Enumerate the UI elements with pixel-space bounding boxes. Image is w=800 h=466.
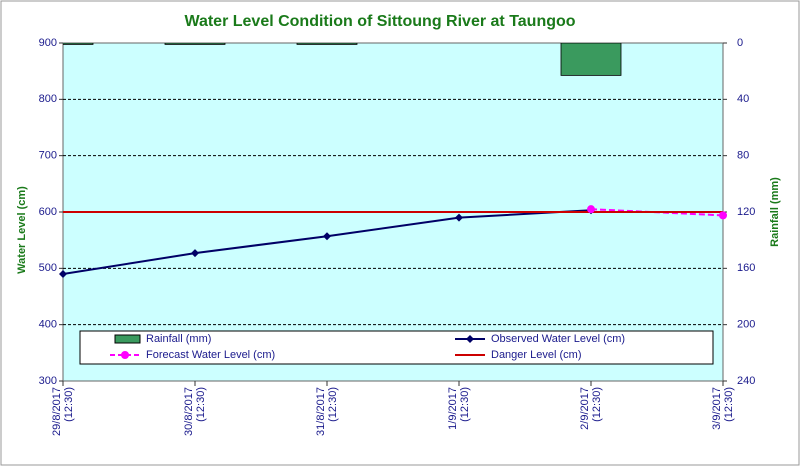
marker xyxy=(59,269,67,278)
y2-tick-label: 0 xyxy=(737,37,743,49)
rain-bar xyxy=(296,43,358,45)
y2-tick-label: 200 xyxy=(737,319,755,331)
rain-bar xyxy=(63,43,94,45)
y-tick-label: 300 xyxy=(39,375,57,387)
x-tick-label: 30/8/2017 (12:30) xyxy=(183,387,207,436)
legend-label: Rainfall (mm) xyxy=(146,333,211,345)
legend-box xyxy=(79,330,714,365)
x-tick-label: 2/9/2017 (12:30) xyxy=(579,387,603,430)
x-tick-label: 31/8/2017 (12:30) xyxy=(315,387,339,436)
legend-marker xyxy=(466,335,474,343)
x-tick-label: 29/8/2017 (12:30) xyxy=(51,387,75,436)
legend-swatch xyxy=(114,334,141,344)
y-tick-label: 400 xyxy=(39,319,57,331)
marker xyxy=(191,249,199,258)
y-axis-label: Water Level (cm) xyxy=(16,186,28,274)
marker xyxy=(719,211,727,220)
series-layer xyxy=(63,43,723,275)
y2-tick-label: 240 xyxy=(737,375,755,387)
marker xyxy=(455,213,463,222)
y-tick-label: 700 xyxy=(39,150,57,162)
x-tick-label: 3/9/2017 (12:30) xyxy=(711,387,735,430)
legend-label: Danger Level (cm) xyxy=(491,349,581,361)
y2-axis-label: Rainfall (mm) xyxy=(769,177,781,247)
legend-label: Forecast Water Level (cm) xyxy=(146,349,275,361)
y2-tick-label: 160 xyxy=(737,262,755,274)
y2-tick-label: 120 xyxy=(737,206,755,218)
rain-bar xyxy=(560,43,622,76)
marker xyxy=(323,232,331,241)
y-tick-label: 800 xyxy=(39,93,57,105)
y-tick-label: 500 xyxy=(39,262,57,274)
x-tick-label: 1/9/2017 (12:30) xyxy=(447,387,471,430)
rain-bar xyxy=(164,43,226,45)
chart-title: Water Level Condition of Sittoung River … xyxy=(184,13,575,30)
y2-tick-label: 40 xyxy=(737,93,749,105)
y-tick-label: 600 xyxy=(39,206,57,218)
y-tick-label: 900 xyxy=(39,37,57,49)
legend-label: Observed Water Level (cm) xyxy=(491,333,625,345)
marker xyxy=(587,205,595,214)
legend-marker xyxy=(121,351,129,359)
y2-tick-label: 80 xyxy=(737,150,749,162)
